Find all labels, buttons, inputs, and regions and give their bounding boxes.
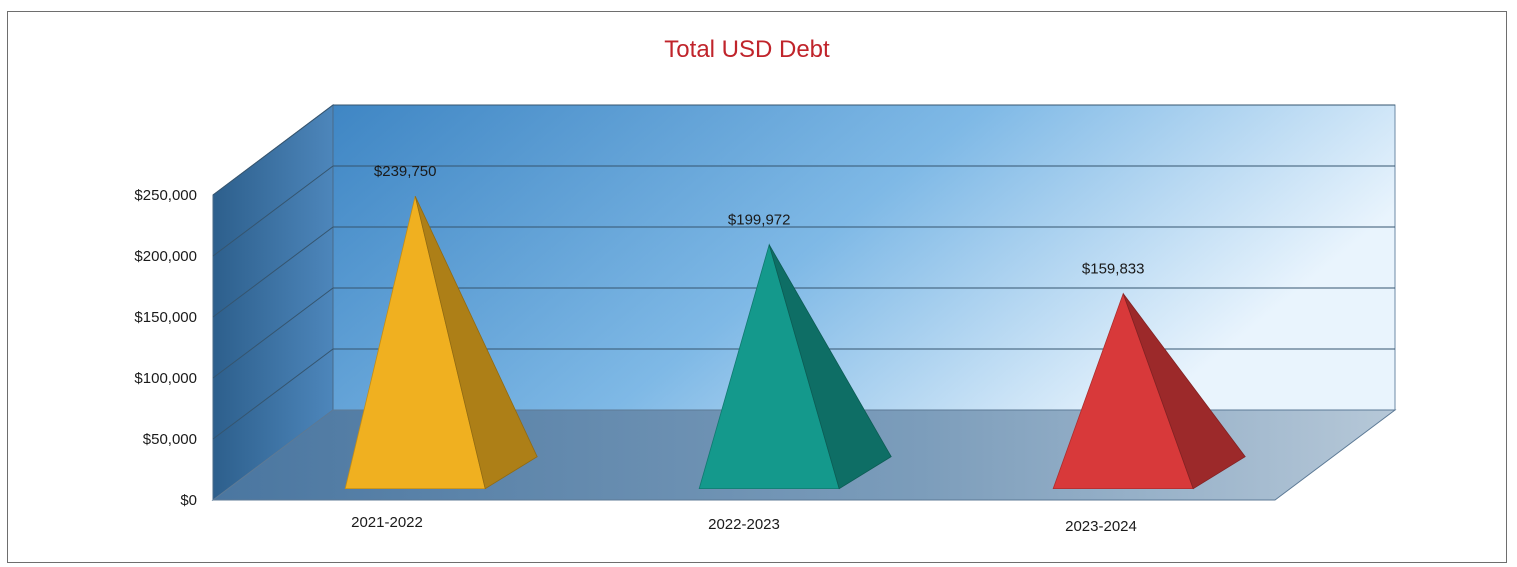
pyramid-2021-2022: [344, 195, 538, 490]
pyramid-side-face: [768, 244, 892, 490]
y-tick-label: $150,000: [134, 309, 197, 326]
pyramid-2023-2024: [1052, 292, 1246, 490]
data-label: $239,750: [374, 163, 437, 180]
data-label: $199,972: [728, 212, 791, 229]
pyramid-side-face: [414, 195, 538, 490]
y-tick-label: $50,000: [143, 431, 197, 448]
x-tick-label: 2023-2024: [1065, 518, 1137, 535]
y-tick-label: $200,000: [134, 248, 197, 265]
data-label: $159,833: [1082, 261, 1145, 278]
y-tick-label: $100,000: [134, 370, 197, 387]
gridline: [212, 287, 334, 379]
chart-title: Total USD Debt: [664, 36, 830, 63]
gridline: [212, 104, 334, 196]
pyramid-2022-2023: [698, 243, 892, 490]
y-tick-label: $0: [180, 492, 197, 509]
gridline: [212, 226, 334, 318]
y-tick-label: $250,000: [134, 187, 197, 204]
pyramid-side-face: [1122, 293, 1246, 490]
gridline: [212, 165, 334, 257]
x-tick-label: 2021-2022: [351, 514, 423, 531]
gridline: [212, 348, 334, 440]
x-tick-label: 2022-2023: [708, 516, 780, 533]
